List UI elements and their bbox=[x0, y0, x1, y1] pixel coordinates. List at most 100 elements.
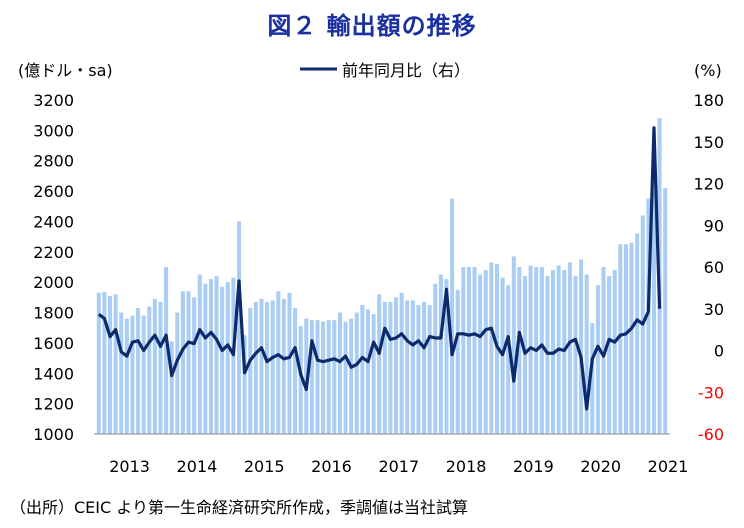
bar bbox=[164, 267, 169, 434]
bar bbox=[186, 291, 191, 434]
bar bbox=[119, 312, 124, 434]
bar bbox=[635, 233, 640, 434]
x-axis-ticks: 2013 2014 2015 2016 2017 2018 2019 2020 2021 bbox=[109, 457, 688, 476]
bar bbox=[136, 307, 141, 434]
bar bbox=[220, 286, 225, 434]
bar bbox=[197, 274, 202, 434]
bar bbox=[152, 298, 157, 434]
bar bbox=[192, 297, 197, 434]
left-tick-label: 2600 bbox=[33, 182, 74, 201]
left-tick-label: 3200 bbox=[33, 91, 74, 110]
bar bbox=[365, 309, 370, 434]
bar bbox=[377, 294, 382, 434]
bar bbox=[410, 300, 415, 434]
bar bbox=[455, 289, 460, 434]
bar bbox=[579, 259, 584, 434]
bar bbox=[595, 285, 600, 434]
bar bbox=[567, 262, 572, 434]
bar bbox=[337, 312, 342, 434]
x-tick-label: 2018 bbox=[446, 457, 487, 476]
x-tick-label: 2020 bbox=[580, 457, 621, 476]
bar bbox=[388, 301, 393, 434]
bar bbox=[326, 320, 331, 434]
bar bbox=[405, 300, 410, 434]
left-axis-ticks: 3200 3000 2800 2600 2400 2200 2000 1800 1600 1400… bbox=[33, 91, 74, 444]
bar bbox=[444, 279, 449, 434]
bar bbox=[253, 301, 258, 434]
bar bbox=[607, 276, 612, 434]
right-tick-label: 150 bbox=[693, 133, 724, 152]
left-tick-label: 1200 bbox=[33, 395, 74, 414]
bar bbox=[438, 274, 443, 434]
bar bbox=[466, 267, 471, 434]
bar bbox=[343, 321, 348, 434]
bar bbox=[259, 298, 264, 434]
bar bbox=[629, 242, 634, 434]
bar bbox=[276, 291, 281, 434]
bar bbox=[450, 198, 455, 434]
x-tick-label: 2013 bbox=[109, 457, 150, 476]
x-tick-label: 2016 bbox=[311, 457, 352, 476]
bar bbox=[265, 301, 270, 434]
bar bbox=[422, 301, 427, 434]
left-tick-label: 1800 bbox=[33, 304, 74, 323]
left-tick-label: 3000 bbox=[33, 121, 74, 140]
bar bbox=[663, 188, 668, 434]
bar bbox=[236, 221, 242, 434]
bar bbox=[96, 292, 101, 434]
bar bbox=[242, 335, 247, 434]
right-tick-label: 60 bbox=[704, 258, 724, 277]
left-tick-label: 1600 bbox=[33, 334, 74, 353]
bar bbox=[371, 314, 376, 434]
bar bbox=[175, 312, 180, 434]
bar bbox=[461, 267, 466, 434]
bar bbox=[354, 312, 359, 434]
x-tick-label: 2017 bbox=[378, 457, 419, 476]
bar bbox=[298, 326, 303, 434]
left-tick-label: 1400 bbox=[33, 364, 74, 383]
bar-series bbox=[96, 118, 668, 434]
right-tick-label: 0 bbox=[714, 342, 724, 361]
bar bbox=[545, 276, 550, 434]
bar bbox=[315, 320, 320, 434]
bar bbox=[108, 295, 113, 434]
chart-title: 図２ 輸出額の推移 bbox=[267, 12, 477, 40]
bar bbox=[590, 323, 595, 434]
bar bbox=[522, 276, 528, 434]
bar bbox=[248, 307, 253, 434]
bar bbox=[416, 304, 421, 434]
right-tick-label: 180 bbox=[693, 91, 724, 110]
bar bbox=[489, 262, 494, 434]
bar bbox=[506, 285, 511, 434]
right-axis-label: (%) bbox=[694, 61, 722, 80]
right-tick-label: 30 bbox=[704, 300, 724, 319]
bar bbox=[214, 276, 219, 434]
left-tick-label: 2400 bbox=[33, 213, 74, 232]
bar bbox=[141, 315, 146, 434]
bar bbox=[427, 304, 432, 434]
right-tick-label: 120 bbox=[693, 175, 724, 194]
source-note: （出所）CEIC より第一生命経済研究所作成，季調値は当社試算 bbox=[10, 498, 468, 517]
bar bbox=[113, 294, 118, 434]
bar bbox=[360, 304, 365, 434]
x-tick-label: 2014 bbox=[177, 457, 218, 476]
bar bbox=[646, 198, 651, 434]
left-tick-label: 2200 bbox=[33, 243, 74, 262]
left-tick-label: 2000 bbox=[33, 273, 74, 292]
bar bbox=[203, 283, 208, 434]
right-tick-label: -30 bbox=[698, 383, 724, 402]
bar bbox=[321, 321, 326, 434]
bar bbox=[124, 318, 129, 434]
x-tick-label: 2021 bbox=[648, 457, 689, 476]
bar bbox=[601, 267, 606, 434]
bar bbox=[180, 291, 185, 434]
bar bbox=[130, 315, 135, 434]
legend-label: 前年同月比（右） bbox=[342, 61, 470, 80]
bar bbox=[651, 191, 656, 434]
bar bbox=[102, 292, 107, 434]
bar bbox=[147, 306, 152, 434]
bar bbox=[270, 300, 275, 434]
bar bbox=[618, 244, 623, 434]
left-tick-label: 2800 bbox=[33, 152, 74, 171]
bar bbox=[349, 318, 354, 434]
